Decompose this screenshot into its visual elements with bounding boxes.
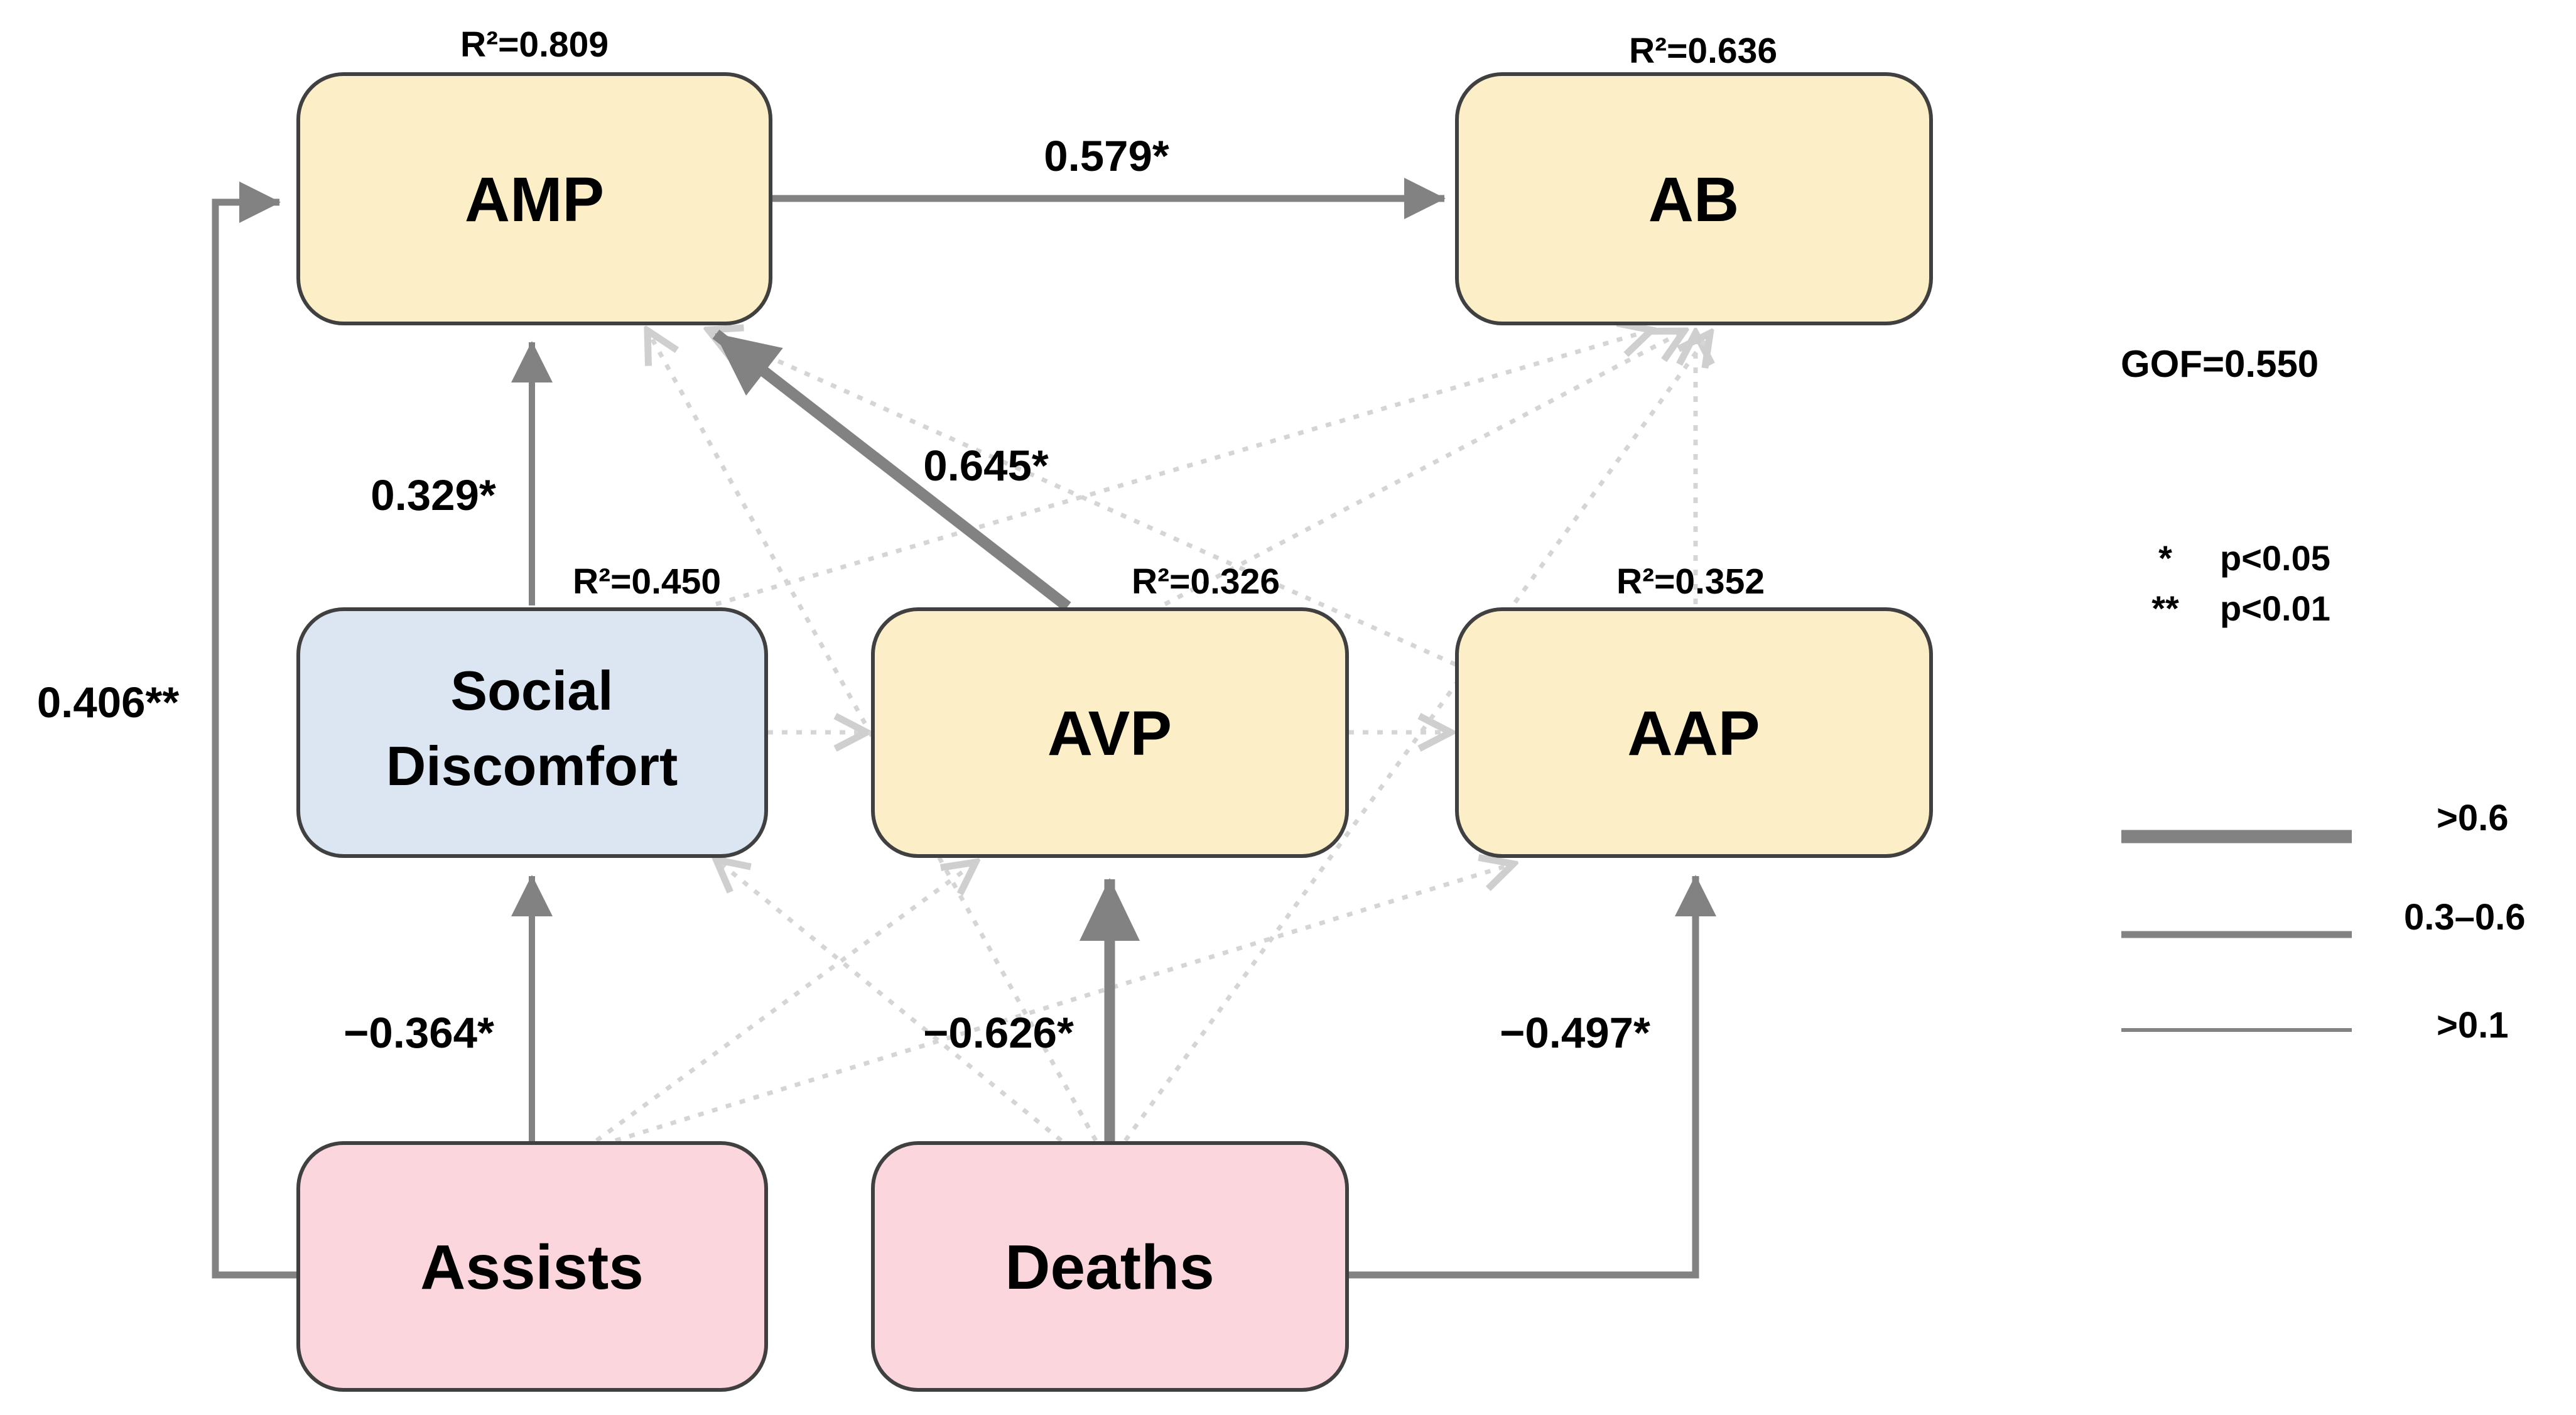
sig-note-1: p<0.05 xyxy=(2220,538,2330,578)
coef-amp-to-ab: 0.579* xyxy=(1044,132,1169,180)
node-deaths-label: Deaths xyxy=(1005,1232,1214,1303)
dotted-path-assists-to-aap xyxy=(614,864,1512,1143)
legend-label-thin: >0.1 xyxy=(2437,1005,2509,1046)
node-avp-box xyxy=(871,607,1349,858)
r2-ab: R²=0.636 xyxy=(1629,31,1777,71)
node-ab-box xyxy=(1455,72,1933,325)
dotted-path-deaths-to-social-discomfort xyxy=(717,860,1063,1142)
node-social-discomfort-box xyxy=(296,607,768,858)
gof-label: GOF=0.550 xyxy=(2121,343,2319,385)
r2-amp: R²=0.809 xyxy=(460,24,609,65)
r2-avp: R²=0.326 xyxy=(1132,561,1280,602)
node-social-discomfort-label-line1: Social xyxy=(450,659,613,722)
dotted-path-avp-to-ab xyxy=(1164,332,1683,607)
coef-assists-to-social-discomfort: −0.364* xyxy=(344,1009,494,1057)
coef-social-discomfort-to-amp: 0.329* xyxy=(371,471,496,519)
sig-star-1: * xyxy=(2158,538,2172,578)
node-amp-label: AMP xyxy=(465,165,604,235)
sig-star-2: ** xyxy=(2151,588,2179,628)
solid-path-deaths-to-aap xyxy=(1348,875,1716,1279)
legend-label-thick: >0.6 xyxy=(2437,798,2509,838)
solid-path-assists-to-amp xyxy=(212,182,298,1279)
dotted-path-social-discomfort-to-ab xyxy=(715,330,1650,607)
sig-note-2: p<0.01 xyxy=(2220,588,2330,628)
dotted-path-assists-to-avp xyxy=(595,863,975,1142)
node-social-discomfort-label-line2: Discomfort xyxy=(386,735,678,797)
node-amp-box xyxy=(296,72,772,325)
coef-deaths-to-aap: −0.497* xyxy=(1500,1009,1650,1057)
legend-label-medium: 0.3–0.6 xyxy=(2404,897,2526,938)
r2-social-discomfort: R²=0.450 xyxy=(573,561,721,602)
node-deaths-box xyxy=(871,1141,1349,1392)
node-avp-label: AVP xyxy=(1047,698,1172,769)
coef-avp-to-amp: 0.645* xyxy=(923,442,1049,490)
node-aap-label: AAP xyxy=(1627,698,1760,769)
coef-assists-to-amp: 0.406** xyxy=(37,678,180,727)
dotted-path-aap-to-amp xyxy=(710,330,1457,667)
solid-path-avp-to-amp xyxy=(712,329,1071,612)
node-assists-box xyxy=(296,1141,768,1392)
node-aap-box xyxy=(1455,607,1933,858)
r2-aap: R²=0.352 xyxy=(1616,561,1765,602)
coef-deaths-to-avp: −0.626* xyxy=(923,1009,1074,1057)
node-ab-label: AB xyxy=(1648,165,1739,235)
node-assists-label: Assists xyxy=(420,1232,644,1303)
